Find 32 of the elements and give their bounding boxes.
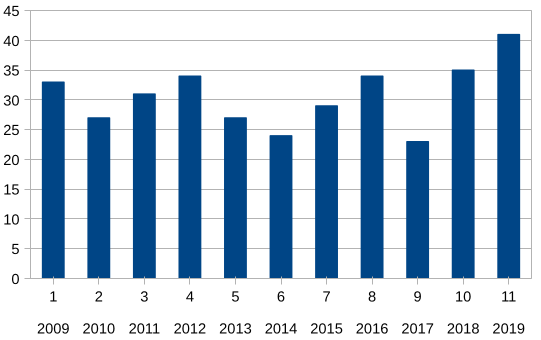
y-tick-label: 25 <box>3 123 20 140</box>
x-tick-label: 11 2019 <box>492 290 526 338</box>
x-tick-label: 5 2013 <box>219 290 252 338</box>
x-tick-label: 3 2011 <box>128 290 160 338</box>
y-tick-label: 30 <box>3 93 20 110</box>
x-tick-label: 9 2017 <box>401 290 434 338</box>
y-tick-label: 40 <box>3 34 20 50</box>
bar <box>452 70 475 278</box>
y-tick-label: 35 <box>3 64 20 80</box>
bar <box>315 105 338 278</box>
x-tick-label: 10 2018 <box>446 290 480 338</box>
bar <box>132 93 156 278</box>
x-tick-label: 2 2010 <box>82 290 116 338</box>
x-tick-label: 1 2009 <box>36 290 70 338</box>
bar <box>87 117 110 278</box>
x-tick-label: 7 2015 <box>310 290 343 338</box>
y-tick-label: 45 <box>3 4 20 20</box>
bar <box>224 117 247 278</box>
y-tick-label: 20 <box>3 152 20 169</box>
bar <box>42 81 65 278</box>
y-tick-label: 10 <box>3 212 20 228</box>
x-tick-label: 8 2016 <box>356 290 388 338</box>
bar <box>270 135 292 278</box>
y-tick-label: 5 <box>11 242 20 258</box>
bar <box>497 34 520 278</box>
bar <box>178 76 202 278</box>
bar <box>406 141 430 278</box>
x-tick-label: 6 2014 <box>264 290 298 338</box>
bar <box>360 76 384 278</box>
x-tick-label: 4 2012 <box>174 290 206 338</box>
y-tick-label: 0 <box>11 272 20 288</box>
y-tick-label: 15 <box>3 182 20 199</box>
